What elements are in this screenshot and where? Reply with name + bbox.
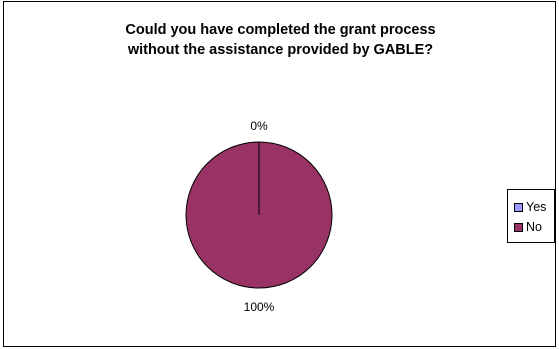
data-label-no: 100% bbox=[244, 300, 275, 314]
chart-title: Could you have completed the grant proce… bbox=[4, 20, 557, 60]
chart-title-line-1: Could you have completed the grant proce… bbox=[125, 22, 436, 38]
pie-chart: 0% 100% bbox=[185, 119, 333, 314]
legend-label-no: No bbox=[526, 220, 542, 234]
legend-swatch-yes bbox=[514, 202, 523, 212]
legend-label-yes: Yes bbox=[526, 200, 547, 214]
chart-title-line-2: without the assistance provided by GABLE… bbox=[127, 42, 434, 58]
chart-area: Could you have completed the grant proce… bbox=[3, 1, 556, 347]
legend-item-no: No bbox=[514, 220, 542, 234]
legend-item-yes: Yes bbox=[514, 200, 546, 214]
data-label-yes: 0% bbox=[250, 119, 268, 133]
legend-swatch-no bbox=[514, 222, 523, 232]
legend: Yes No bbox=[507, 189, 555, 243]
